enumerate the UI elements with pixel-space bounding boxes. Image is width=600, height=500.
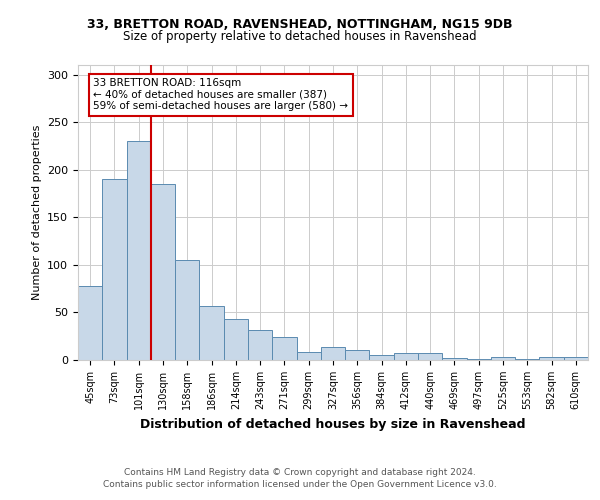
Bar bbox=[370, 355, 394, 360]
Bar bbox=[127, 141, 151, 360]
Bar bbox=[321, 346, 345, 360]
Bar bbox=[539, 357, 564, 360]
Bar bbox=[102, 179, 127, 360]
Text: 33 BRETTON ROAD: 116sqm
← 40% of detached houses are smaller (387)
59% of semi-d: 33 BRETTON ROAD: 116sqm ← 40% of detache… bbox=[94, 78, 348, 112]
Bar bbox=[248, 330, 272, 360]
Text: Size of property relative to detached houses in Ravenshead: Size of property relative to detached ho… bbox=[123, 30, 477, 43]
Bar bbox=[442, 358, 467, 360]
Bar bbox=[515, 359, 539, 360]
Bar bbox=[151, 184, 175, 360]
Bar bbox=[467, 359, 491, 360]
Bar bbox=[272, 337, 296, 360]
Bar bbox=[564, 357, 588, 360]
Bar bbox=[224, 319, 248, 360]
Text: 33, BRETTON ROAD, RAVENSHEAD, NOTTINGHAM, NG15 9DB: 33, BRETTON ROAD, RAVENSHEAD, NOTTINGHAM… bbox=[87, 18, 513, 30]
Bar bbox=[175, 260, 199, 360]
Bar bbox=[394, 354, 418, 360]
Bar bbox=[491, 357, 515, 360]
Bar bbox=[78, 286, 102, 360]
Bar bbox=[199, 306, 224, 360]
Y-axis label: Number of detached properties: Number of detached properties bbox=[32, 125, 41, 300]
Bar bbox=[345, 350, 370, 360]
Bar bbox=[418, 354, 442, 360]
Bar bbox=[296, 352, 321, 360]
X-axis label: Distribution of detached houses by size in Ravenshead: Distribution of detached houses by size … bbox=[140, 418, 526, 430]
Text: Contains HM Land Registry data © Crown copyright and database right 2024.
Contai: Contains HM Land Registry data © Crown c… bbox=[103, 468, 497, 489]
